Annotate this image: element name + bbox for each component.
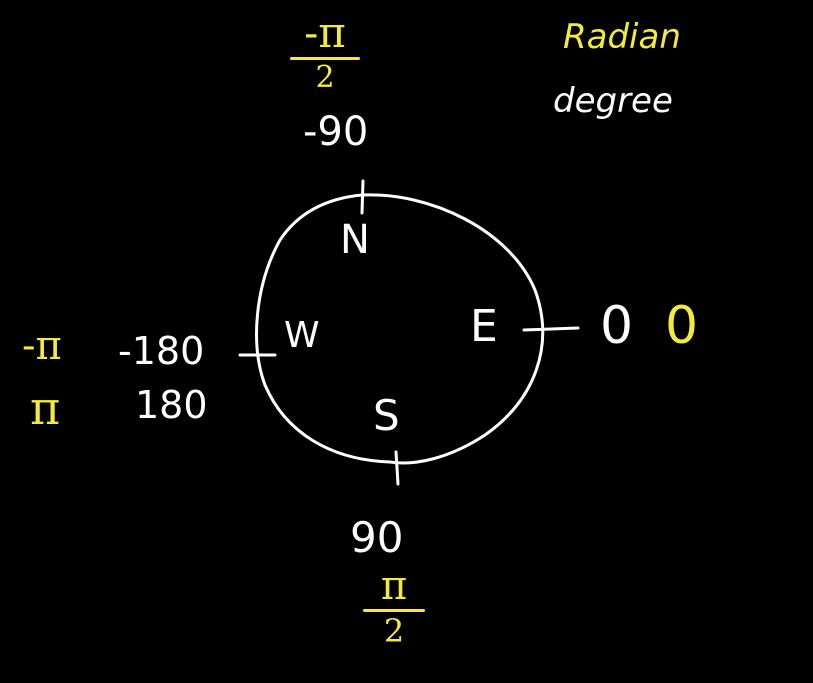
west-degree-positive: 180 [135, 383, 208, 427]
west-radian-positive: π [30, 381, 61, 435]
north-radian-fraction: -π 2 [290, 12, 360, 93]
west-degree-negative: -180 [118, 329, 205, 373]
east-letter: E [470, 301, 498, 352]
east-degree: 0 [600, 296, 634, 356]
south-radian-fraction: π 2 [363, 566, 425, 647]
north-fraction-bar [290, 57, 360, 60]
south-radian-denominator: 2 [383, 612, 405, 650]
west-radian-negative: -π [22, 323, 62, 369]
north-radian-denominator: 2 [315, 60, 335, 95]
south-radian-numerator: π [380, 563, 408, 609]
south-letter: S [373, 391, 400, 440]
north-letter: N [340, 217, 370, 263]
south-fraction-bar [363, 609, 425, 612]
north-radian-numerator: -π [304, 8, 346, 57]
east-tick [522, 326, 580, 332]
compass-circle [255, 193, 545, 465]
south-tick [394, 450, 400, 486]
south-degree: 90 [350, 513, 404, 562]
north-tick [360, 179, 365, 215]
east-radian: 0 [665, 296, 699, 356]
west-letter: W [284, 315, 320, 356]
degree-legend-label: degree [553, 81, 673, 121]
radian-legend-label: Radian [563, 17, 681, 57]
north-degree: -90 [303, 109, 369, 155]
